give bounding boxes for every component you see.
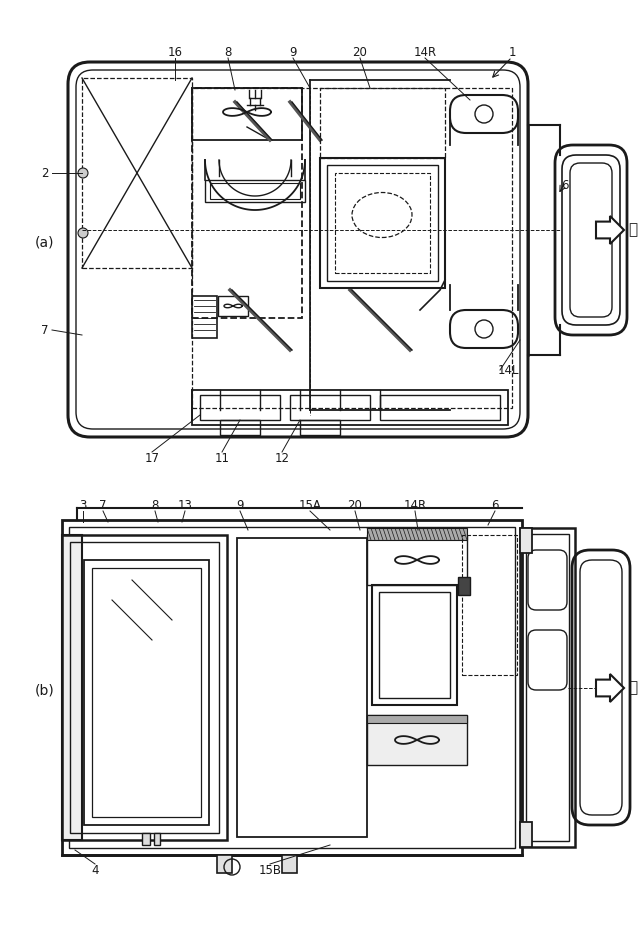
Bar (210, 183, 300, 199)
Text: (b): (b) (35, 683, 55, 697)
Text: 7: 7 (41, 324, 49, 337)
Bar (458, 577, 470, 595)
Bar (218, 296, 248, 316)
Text: 3: 3 (79, 498, 86, 511)
Bar (92, 568, 201, 817)
Bar (379, 592, 450, 698)
Circle shape (78, 168, 88, 178)
Bar (320, 88, 445, 158)
Bar (320, 158, 445, 288)
Bar (520, 528, 575, 847)
Text: 2: 2 (41, 167, 49, 179)
Text: 9: 9 (289, 46, 297, 58)
Text: 11: 11 (214, 451, 230, 464)
Text: 1: 1 (508, 46, 516, 58)
Polygon shape (596, 674, 624, 702)
Bar (282, 855, 297, 873)
Text: 15B: 15B (259, 864, 282, 876)
Bar (192, 88, 302, 318)
Circle shape (78, 228, 88, 238)
Text: 15A: 15A (299, 498, 321, 511)
Bar (237, 538, 367, 837)
Text: 14R: 14R (413, 46, 436, 58)
Bar (69, 527, 515, 848)
Polygon shape (596, 216, 624, 244)
Bar (192, 296, 217, 338)
Text: 13: 13 (177, 498, 193, 511)
Bar (142, 833, 150, 845)
Bar (327, 165, 438, 281)
Text: 14L: 14L (497, 364, 519, 376)
Bar (200, 395, 280, 420)
Bar (367, 715, 467, 765)
Text: 20: 20 (348, 498, 362, 511)
Bar (62, 535, 82, 840)
Bar (192, 88, 302, 140)
Bar (70, 542, 219, 833)
Bar (380, 395, 500, 420)
Bar (367, 528, 467, 540)
Text: 光: 光 (628, 222, 637, 237)
Text: 14R: 14R (403, 498, 427, 511)
Text: 9: 9 (236, 498, 244, 511)
Bar (335, 173, 430, 273)
Text: 12: 12 (275, 451, 289, 464)
Text: 8: 8 (151, 498, 159, 511)
Text: (a): (a) (35, 235, 55, 249)
Bar (84, 560, 209, 825)
Bar (192, 390, 508, 425)
Text: 8: 8 (224, 46, 232, 58)
Bar (290, 395, 370, 420)
Bar (367, 715, 467, 723)
Text: 光: 光 (628, 680, 637, 695)
Bar (520, 822, 532, 847)
Bar (82, 78, 192, 268)
Text: 16: 16 (168, 46, 182, 58)
Bar (372, 585, 457, 705)
Bar (62, 520, 522, 855)
Bar (62, 535, 227, 840)
Bar (154, 833, 160, 845)
Bar (192, 88, 512, 408)
Bar (205, 180, 305, 202)
Text: 20: 20 (353, 46, 367, 58)
Text: 6: 6 (561, 178, 569, 191)
Bar (367, 535, 467, 585)
Bar (526, 534, 569, 841)
Text: 7: 7 (99, 498, 107, 511)
Text: 4: 4 (92, 864, 99, 876)
Bar (300, 420, 340, 435)
Bar (520, 528, 532, 553)
Bar (220, 420, 260, 435)
Text: 6: 6 (492, 498, 499, 511)
Text: 17: 17 (145, 451, 159, 464)
Bar (217, 855, 232, 873)
Bar (462, 535, 517, 675)
